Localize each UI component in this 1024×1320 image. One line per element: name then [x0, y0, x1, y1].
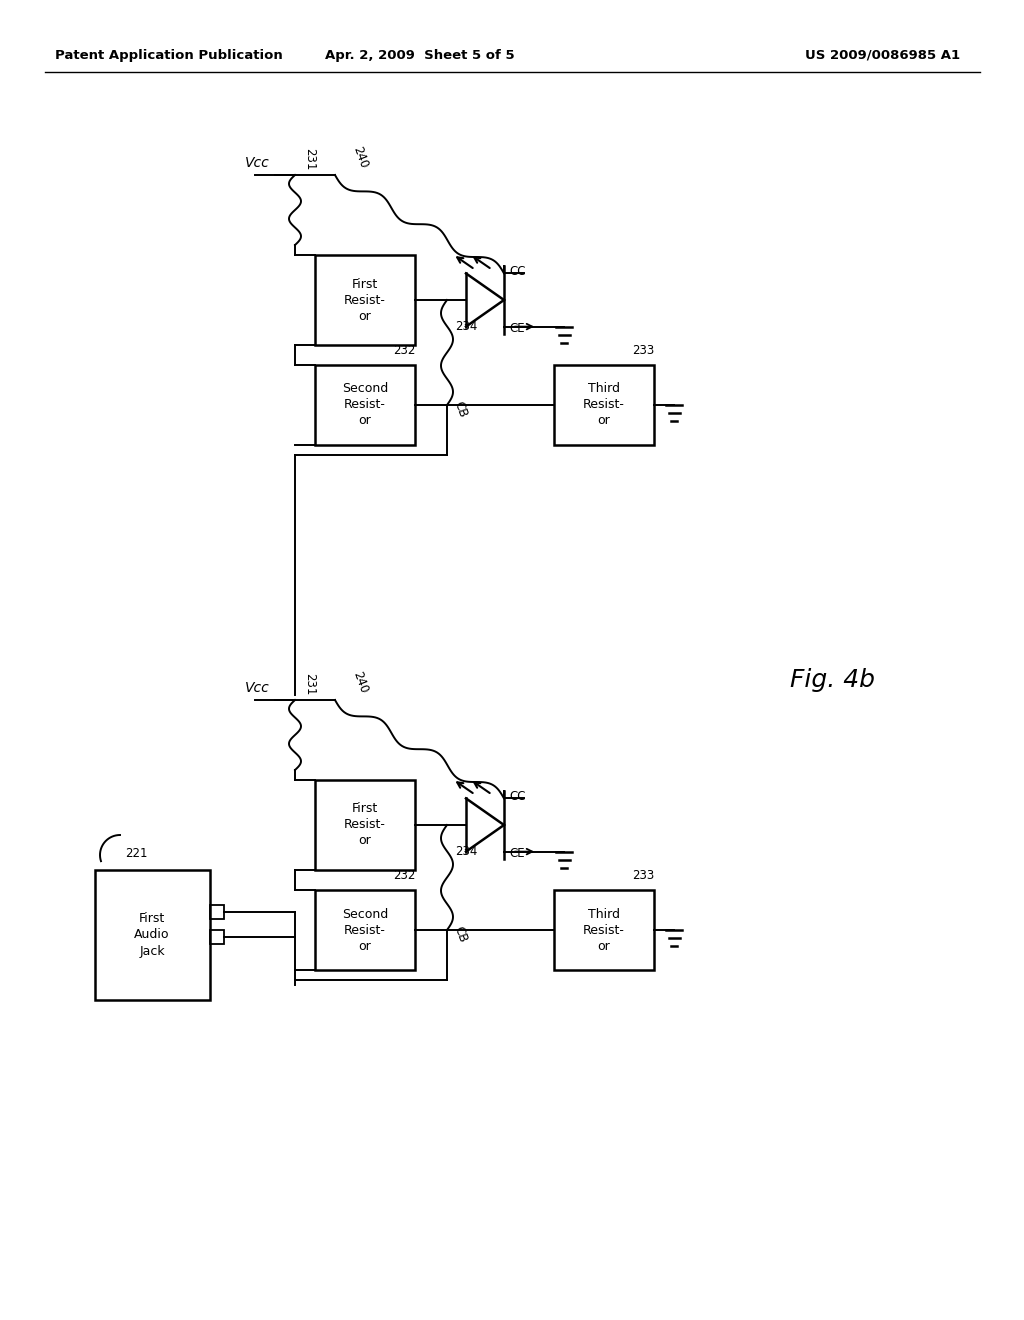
Bar	[315, 890, 415, 970]
Text: Apr. 2, 2009  Sheet 5 of 5: Apr. 2, 2009 Sheet 5 of 5	[326, 49, 515, 62]
Text: CB: CB	[452, 400, 470, 420]
Text: 240: 240	[350, 144, 370, 170]
Bar	[315, 366, 415, 445]
Text: Third
Resist-
or: Third Resist- or	[583, 383, 625, 428]
Text: Second
Resist-
or: Second Resist- or	[342, 908, 388, 953]
Text: 234: 234	[455, 845, 477, 858]
Text: 231: 231	[303, 673, 316, 696]
Text: CE: CE	[509, 322, 524, 334]
Bar	[95, 870, 210, 1001]
Text: Vcc: Vcc	[246, 156, 270, 170]
Text: 232: 232	[392, 869, 415, 882]
Bar	[210, 931, 224, 944]
Text: Second
Resist-
or: Second Resist- or	[342, 383, 388, 428]
Text: Vcc: Vcc	[246, 681, 270, 696]
Bar	[315, 780, 415, 870]
Text: Fig. 4b: Fig. 4b	[790, 668, 874, 692]
Text: 240: 240	[350, 669, 370, 696]
Text: CC: CC	[509, 265, 525, 279]
Text: 233: 233	[632, 345, 654, 356]
Text: First
Audio
Jack: First Audio Jack	[134, 912, 170, 957]
Text: 233: 233	[632, 869, 654, 882]
Text: CC: CC	[509, 791, 525, 804]
Text: 234: 234	[455, 319, 477, 333]
Text: CE: CE	[509, 846, 524, 859]
Text: CB: CB	[452, 925, 470, 945]
Bar	[554, 366, 654, 445]
Text: US 2009/0086985 A1: US 2009/0086985 A1	[805, 49, 961, 62]
Text: 231: 231	[303, 148, 316, 170]
Text: First
Resist-
or: First Resist- or	[344, 277, 386, 322]
Bar	[554, 890, 654, 970]
Text: 221: 221	[125, 847, 147, 861]
Text: Patent Application Publication: Patent Application Publication	[55, 49, 283, 62]
Text: 232: 232	[392, 345, 415, 356]
Text: Third
Resist-
or: Third Resist- or	[583, 908, 625, 953]
Bar	[315, 255, 415, 345]
Bar	[210, 906, 224, 919]
Text: First
Resist-
or: First Resist- or	[344, 803, 386, 847]
